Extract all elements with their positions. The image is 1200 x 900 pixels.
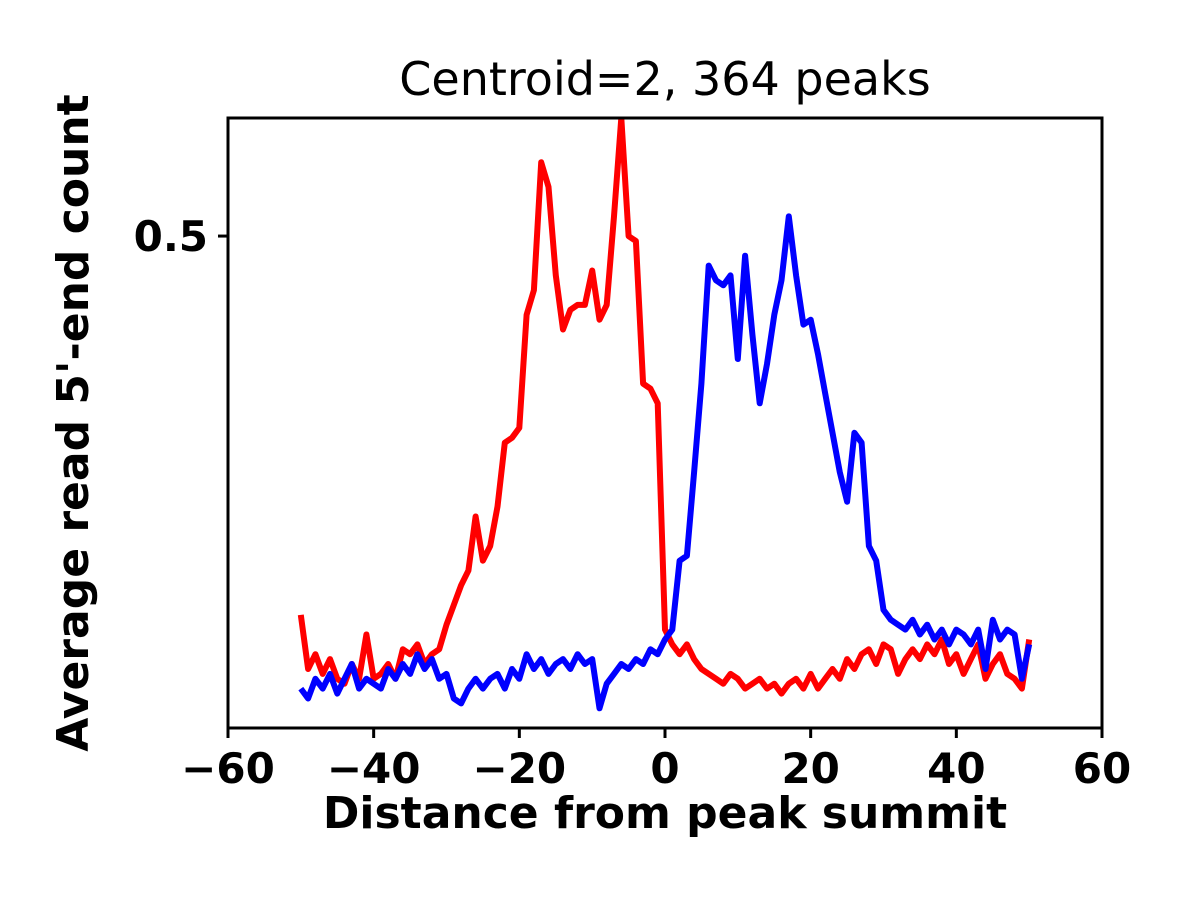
x-tick-label: −20 xyxy=(473,744,567,793)
y-axis-label: Average read 5'-end count xyxy=(48,94,99,751)
x-tick-label: 0 xyxy=(650,744,679,793)
x-tick-label: 40 xyxy=(927,744,985,793)
series-line-blue xyxy=(298,213,1033,712)
chart-title: Centroid=2, 364 peaks xyxy=(399,52,930,106)
x-axis-label: Distance from peak summit xyxy=(323,788,1007,839)
x-tick-label: 20 xyxy=(781,744,839,793)
x-tick-label: −40 xyxy=(327,744,421,793)
x-tick-label: −60 xyxy=(181,744,275,793)
x-tick-label: 60 xyxy=(1073,744,1131,793)
series-lines xyxy=(297,118,1033,712)
y-axis-ticks: 0.5 xyxy=(134,212,228,261)
y-tick-label: 0.5 xyxy=(134,212,208,261)
x-axis-ticks: −60 −40 −20 0 20 40 60 xyxy=(181,728,1131,793)
